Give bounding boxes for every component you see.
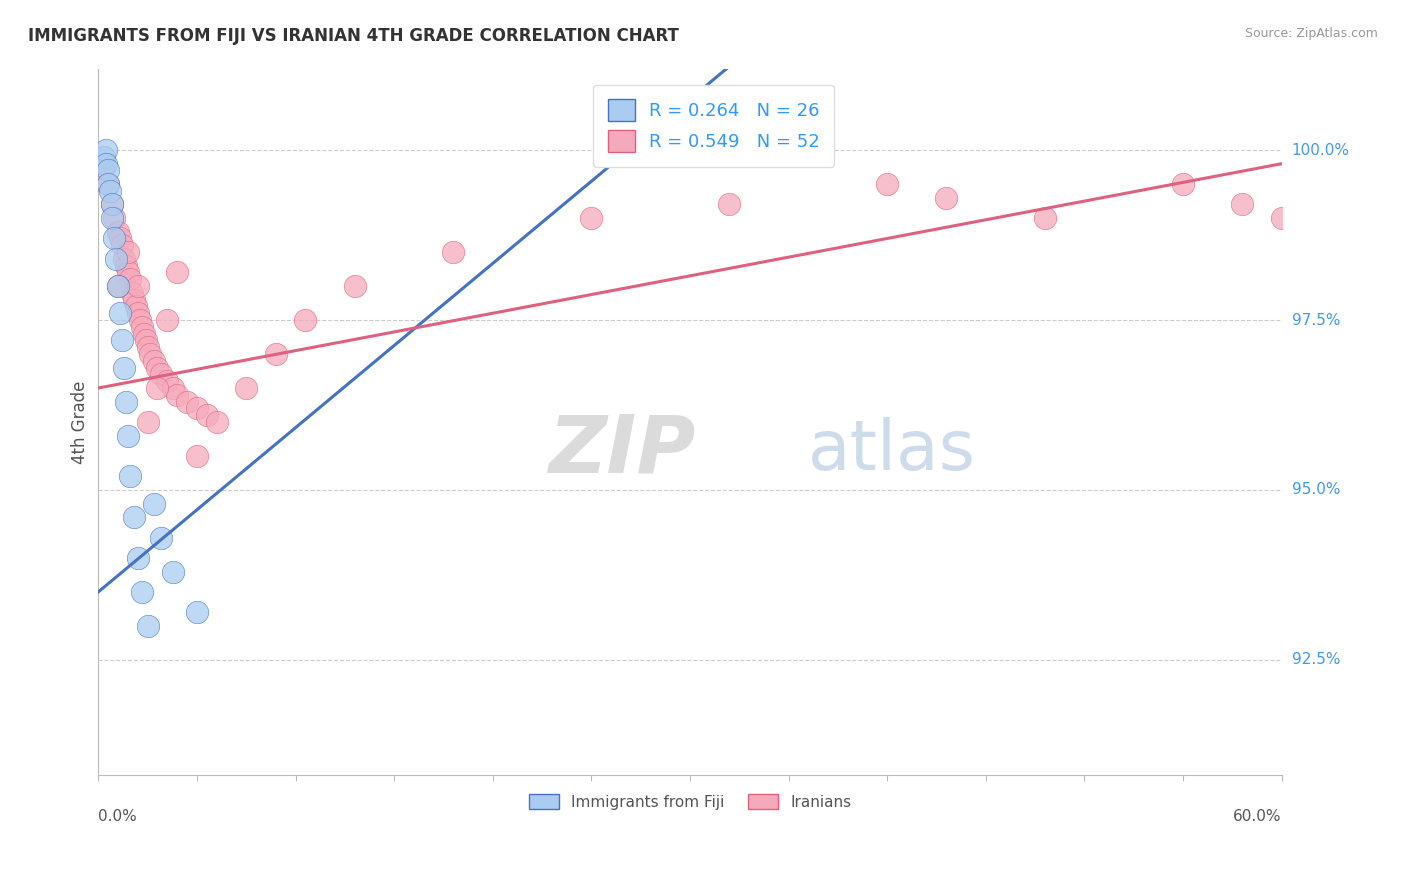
Point (101, 197, 124, 211)
Text: 100.0%: 100.0% (1292, 143, 1350, 158)
Point (876, 177, 898, 191)
Point (136, 415, 159, 429)
Point (107, 279, 129, 293)
Point (127, 279, 149, 293)
Point (101, 197, 124, 211)
Text: 60.0%: 60.0% (1233, 809, 1282, 824)
Point (112, 360, 135, 375)
Point (131, 319, 153, 334)
Point (105, 252, 128, 266)
Point (136, 619, 159, 633)
Point (343, 279, 366, 293)
Point (115, 259, 138, 273)
Point (117, 265, 139, 279)
Point (97, 177, 120, 191)
Point (146, 360, 169, 375)
Point (117, 245, 139, 260)
Point (103, 231, 125, 245)
Text: IMMIGRANTS FROM FIJI VS IRANIAN 4TH GRADE CORRELATION CHART: IMMIGRANTS FROM FIJI VS IRANIAN 4TH GRAD… (28, 27, 679, 45)
Text: 92.5%: 92.5% (1292, 652, 1340, 667)
Point (162, 381, 184, 395)
Text: 97.5%: 97.5% (1292, 312, 1340, 327)
Point (718, 197, 741, 211)
Point (186, 401, 208, 416)
Point (135, 334, 157, 348)
Point (107, 279, 129, 293)
Point (146, 381, 169, 395)
Point (111, 334, 134, 348)
Point (107, 225, 129, 239)
Point (581, 211, 603, 225)
Point (111, 238, 134, 252)
Point (778, 143, 800, 157)
Point (142, 497, 165, 511)
Point (101, 211, 124, 225)
Point (97, 163, 120, 178)
Y-axis label: 4th Grade: 4th Grade (72, 380, 89, 464)
Point (127, 550, 149, 565)
Point (122, 510, 145, 524)
Point (176, 394, 198, 409)
Point (115, 394, 138, 409)
Point (205, 415, 228, 429)
Point (125, 300, 148, 314)
Point (1033, 211, 1056, 225)
Point (1232, 197, 1254, 211)
Point (108, 306, 131, 320)
Text: 0.0%: 0.0% (98, 809, 136, 824)
Legend: Immigrants from Fiji, Iranians: Immigrants from Fiji, Iranians (520, 786, 859, 817)
Point (103, 211, 125, 225)
Point (93, 157, 115, 171)
Point (195, 408, 218, 422)
Text: 95.0%: 95.0% (1292, 483, 1340, 498)
Point (264, 347, 287, 361)
Point (150, 531, 173, 545)
Point (1271, 211, 1294, 225)
Point (138, 347, 160, 361)
Point (1171, 177, 1194, 191)
Point (118, 469, 141, 483)
Point (136, 340, 159, 354)
Point (128, 313, 150, 327)
Point (150, 368, 173, 382)
Text: Source: ZipAtlas.com: Source: ZipAtlas.com (1244, 27, 1378, 40)
Point (118, 272, 141, 286)
Text: atlas: atlas (808, 417, 976, 483)
Point (235, 381, 257, 395)
Point (186, 449, 208, 463)
Point (121, 285, 143, 300)
Point (186, 605, 208, 619)
Point (935, 191, 957, 205)
Point (97, 177, 120, 191)
Point (132, 326, 155, 341)
Point (112, 252, 135, 266)
Point (166, 265, 188, 279)
Point (127, 306, 149, 320)
Point (294, 313, 316, 327)
Point (441, 245, 464, 260)
Text: ZIP: ZIP (548, 411, 696, 490)
Point (162, 565, 184, 579)
Point (96, 143, 118, 157)
Point (131, 585, 153, 599)
Point (142, 353, 165, 368)
Point (93, 150, 115, 164)
Point (98, 184, 121, 198)
Point (156, 374, 179, 388)
Point (166, 388, 188, 402)
Point (108, 231, 131, 245)
Point (96, 157, 118, 171)
Point (117, 428, 139, 442)
Point (122, 293, 145, 307)
Point (156, 313, 179, 327)
